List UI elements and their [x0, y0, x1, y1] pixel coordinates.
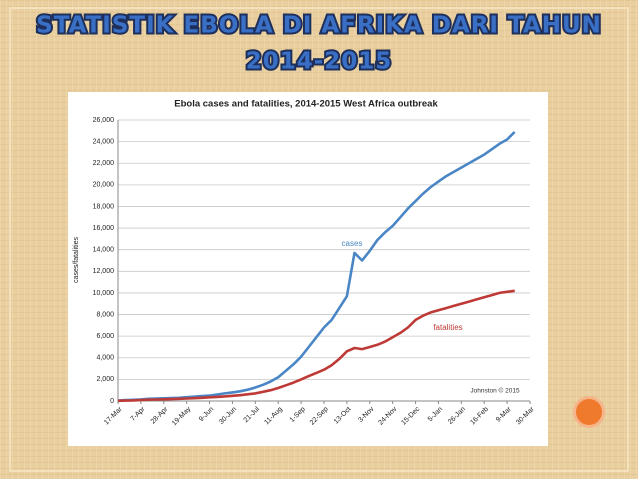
y-tick-label: 14,000 — [93, 247, 115, 254]
slide-title: 2014-2015 — [246, 49, 393, 75]
y-tick-label: 8,000 — [96, 311, 114, 318]
y-tick-label: 20,000 — [93, 182, 115, 189]
series-line — [117, 289, 515, 403]
y-tick-label: 16,000 — [93, 225, 115, 232]
annotation: cases — [342, 239, 363, 248]
decor-circle — [576, 399, 602, 425]
y-tick-label: 4,000 — [96, 355, 114, 362]
chart-title: Ebola cases and fatalities, 2014-2015 We… — [174, 99, 438, 110]
annotation: Johnston © 2015 — [470, 387, 520, 395]
y-tick-label: 0 — [110, 398, 114, 405]
chart-panel — [68, 92, 548, 446]
annotation: fatalities — [433, 323, 462, 332]
slide-title: STATISTIK EBOLA DI AFRIKA DARI TAHUN — [36, 13, 602, 39]
y-tick-label: 10,000 — [93, 290, 115, 297]
y-tick-label: 18,000 — [93, 203, 115, 210]
y-axis-label: cases/fatalities — [73, 237, 80, 283]
y-tick-label: 2,000 — [96, 376, 114, 383]
y-tick-label: 26,000 — [93, 117, 115, 124]
y-tick-label: 12,000 — [93, 268, 115, 275]
y-tick-label: 6,000 — [96, 333, 114, 340]
y-tick-label: 24,000 — [93, 138, 115, 145]
y-tick-label: 22,000 — [93, 160, 115, 167]
frame — [9, 7, 629, 472]
